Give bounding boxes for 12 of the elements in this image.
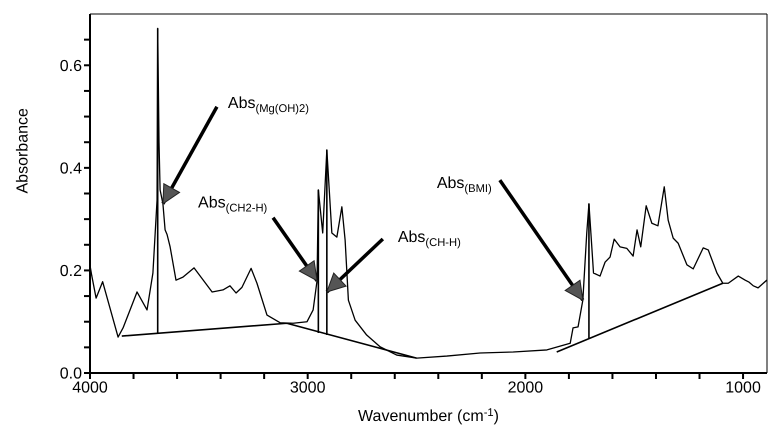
y-tick-label: 0.4 xyxy=(60,160,82,178)
y-axis-title: Absorbance xyxy=(14,108,32,194)
y-tick-label: 0.6 xyxy=(60,58,82,75)
x-tick-label: 3000 xyxy=(290,379,326,396)
annotation: Abs$_{(CH2-H)}$ xyxy=(198,194,268,215)
annotation: Abs$_{(Mg(OH)2)}$ xyxy=(228,94,310,115)
x-tick-label: 1000 xyxy=(725,379,761,396)
annotation: Abs$_{(CH-H)}$ xyxy=(398,228,462,249)
x-axis-title: Wavenumber (cm$^{-1}$) xyxy=(358,407,499,425)
x-tick-label: 2000 xyxy=(508,379,544,396)
y-tick-label: 0.2 xyxy=(60,263,82,280)
annotation: Abs$_{(BMI)}$ xyxy=(436,175,492,196)
